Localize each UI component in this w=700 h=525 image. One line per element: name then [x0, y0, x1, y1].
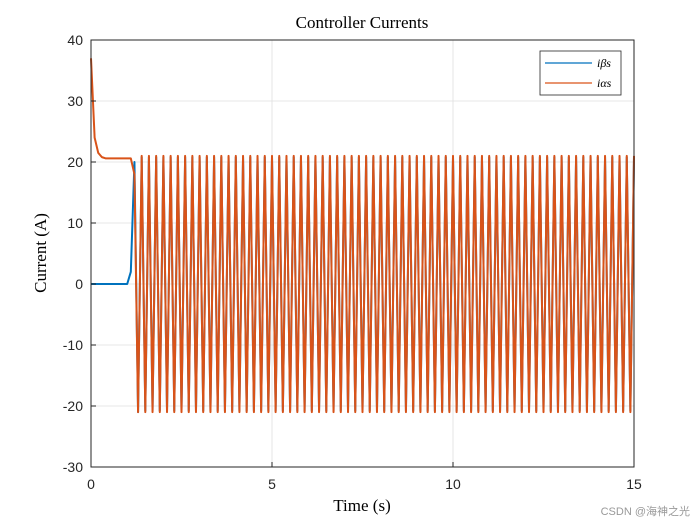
x-tick-label: 15: [626, 476, 642, 492]
watermark: CSDN @海神之光: [601, 504, 690, 518]
x-tick-label: 10: [445, 476, 461, 492]
legend-label: iαs: [597, 76, 612, 90]
y-tick-label: 40: [67, 32, 83, 48]
y-tick-label: 10: [67, 215, 83, 231]
legend: iβs iαs: [539, 50, 622, 96]
y-axis-label: Current (A): [31, 213, 50, 293]
series-line: [90, 58, 635, 414]
legend-label: iβs: [597, 56, 611, 70]
y-tick-label: 30: [67, 93, 83, 109]
y-tick-label: 0: [75, 276, 83, 292]
x-axis-label: Time (s): [333, 496, 390, 515]
y-tick-label: -30: [63, 459, 83, 475]
chart-title: Controller Currents: [296, 13, 429, 32]
y-tick-label: -10: [63, 337, 83, 353]
lines: [90, 58, 635, 414]
x-tick-label: 0: [87, 476, 95, 492]
x-tick-label: 5: [268, 476, 276, 492]
legend-box: [539, 50, 622, 96]
axes-box: [90, 39, 635, 468]
ticks: -30 -20 -10 0 10 20 30 40 0 5 10 15: [63, 32, 642, 492]
y-tick-label: -20: [63, 398, 83, 414]
y-tick-label: 20: [67, 154, 83, 170]
